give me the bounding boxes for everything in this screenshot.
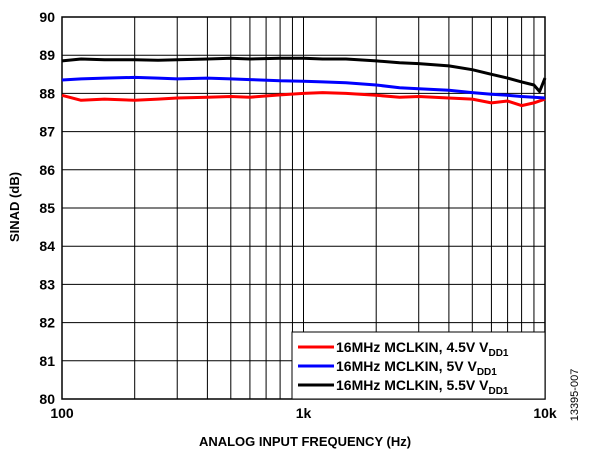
y-axis-title: SINAD (dB) (7, 172, 22, 242)
legend-label: 16MHz MCLKIN, 4.5V VDD1 (336, 339, 509, 359)
y-tick-label: 90 (39, 9, 55, 25)
x-tick-label: 1k (296, 405, 312, 421)
legend-label: 16MHz MCLKIN, 5.5V VDD1 (336, 377, 509, 397)
y-tick-labels: 80 81 82 83 84 85 86 87 88 89 90 (39, 9, 55, 407)
series-line-1 (61, 91, 546, 108)
figure-id: 13395-007 (569, 369, 581, 422)
y-tick-label: 86 (39, 162, 55, 178)
series-line-2 (61, 75, 546, 100)
y-tick-label: 89 (39, 47, 55, 63)
x-axis-title: ANALOG INPUT FREQUENCY (Hz) (199, 434, 411, 449)
legend-box (291, 331, 546, 400)
y-tick-label: 85 (39, 200, 55, 216)
x-tick-label: 100 (50, 405, 74, 421)
series-layer (61, 56, 547, 108)
x-tick-labels: 100 1k 10k (50, 405, 557, 421)
x-tick-label: 10k (533, 405, 557, 421)
y-tick-label: 83 (39, 276, 55, 292)
y-tick-label: 81 (39, 353, 55, 369)
series-line-3 (61, 56, 547, 93)
legend-label: 16MHz MCLKIN, 5V VDD1 (336, 358, 497, 378)
y-tick-label: 84 (39, 238, 55, 254)
y-tick-label: 80 (39, 391, 55, 407)
y-tick-label: 82 (39, 315, 55, 331)
y-tick-label: 87 (39, 124, 55, 140)
y-tick-label: 88 (39, 85, 55, 101)
